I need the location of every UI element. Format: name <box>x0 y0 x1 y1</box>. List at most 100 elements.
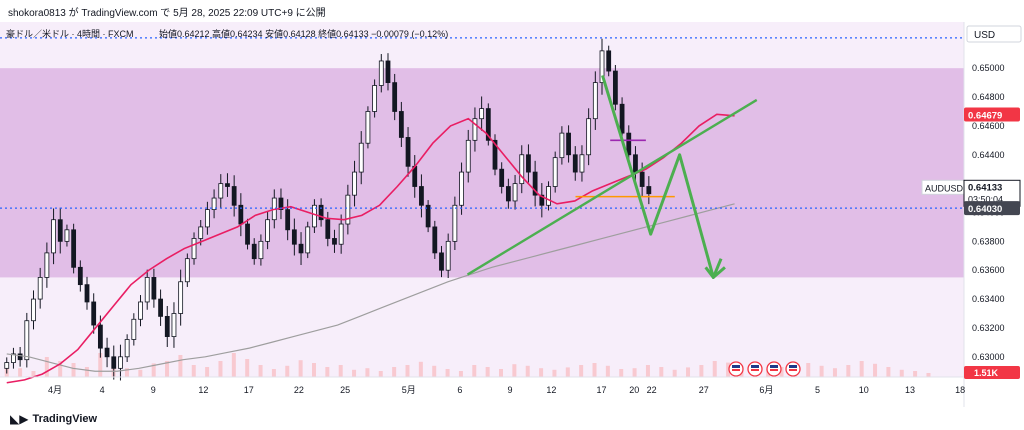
candlestick-chart[interactable]: 0.652000.650000.648000.646000.644000.642… <box>0 22 1024 407</box>
candle-body <box>71 229 77 268</box>
green-trendline <box>466 98 758 276</box>
volume-bar <box>645 365 650 377</box>
chart-area[interactable]: 0.652000.650000.648000.646000.644000.642… <box>0 22 1024 407</box>
forecast-arrow-head <box>704 266 726 279</box>
time-tick-label: 17 <box>597 385 607 395</box>
candle-body <box>465 139 471 173</box>
time-axis-ticks: 4月 4 9 12 17 22 25 5月 6 9 12 17 20 22 27 6月 5 10 13 18 <box>48 385 965 395</box>
candle-body <box>278 197 284 211</box>
forecast-arrow <box>601 74 723 279</box>
candle-body <box>358 142 364 173</box>
candle-body <box>84 284 90 303</box>
candle-body <box>532 171 538 196</box>
volume-bar <box>726 362 731 377</box>
volume-bar <box>205 367 210 377</box>
time-tick-label: 22 <box>647 385 657 395</box>
svg-text:0.64679: 0.64679 <box>968 111 1002 122</box>
svg-text:0.64133: 0.64133 <box>968 182 1002 193</box>
time-tick-label: 6月 <box>759 385 773 395</box>
candle-body <box>419 186 424 206</box>
volume-bar <box>886 367 891 377</box>
volume-bar <box>472 365 477 377</box>
event-flag-icon[interactable] <box>766 361 782 377</box>
volume-bar <box>512 364 517 377</box>
volume-tag: 1.51K <box>964 366 1020 379</box>
volume-bar <box>285 365 290 377</box>
candle-body <box>439 252 444 271</box>
volume-bar <box>619 369 624 377</box>
volume-bar <box>191 365 196 377</box>
candle-body <box>492 139 498 170</box>
volume-bar <box>899 369 904 377</box>
candle-body <box>372 85 378 112</box>
time-tick-label: 5 <box>815 385 820 395</box>
candle-body <box>64 229 70 242</box>
time-tick-label: 5月 <box>402 385 416 395</box>
volume-bar <box>445 369 450 377</box>
footer-logo-text: TradingView <box>32 412 98 425</box>
candle-body <box>198 226 204 239</box>
volume-bar <box>418 361 423 377</box>
svg-text:1.51K: 1.51K <box>974 368 999 378</box>
candle-body <box>178 281 184 314</box>
svg-text:03:50:04: 03:50:04 <box>968 194 1003 204</box>
time-tick-label: 12 <box>198 385 208 395</box>
price-tick-label: 0.64800 <box>972 92 1005 102</box>
candle-body <box>111 356 117 369</box>
candle-body <box>118 356 123 369</box>
candle-body <box>345 194 351 225</box>
candle-body <box>231 186 237 206</box>
event-icons[interactable] <box>728 361 801 377</box>
candle-body <box>526 154 531 173</box>
volume-bar <box>298 360 303 377</box>
volume-bar <box>271 369 276 377</box>
footer: ◣▶ TradingView <box>0 407 1024 430</box>
volume-bar <box>579 365 584 377</box>
candle-body <box>519 154 525 185</box>
candle-body <box>405 137 411 167</box>
event-flag-icon[interactable] <box>785 361 801 377</box>
volume-bar <box>873 363 878 377</box>
candle-body <box>298 243 304 254</box>
volume-bar <box>539 368 544 377</box>
candle-body <box>318 204 324 221</box>
event-flag-icon[interactable] <box>747 361 763 377</box>
volume-bar <box>592 363 597 377</box>
candle-body <box>512 183 518 202</box>
candle-body <box>499 168 505 187</box>
time-tick-label: 22 <box>294 385 304 395</box>
volume-bar <box>352 369 357 377</box>
volume-bar <box>819 365 824 377</box>
volume-bar <box>565 367 570 377</box>
candle-body <box>51 219 56 254</box>
candle-body <box>11 353 16 363</box>
price-tick-label: 0.63600 <box>972 265 1005 275</box>
currency-label[interactable]: USD <box>966 25 1022 43</box>
time-tick-label: 10 <box>859 385 869 395</box>
candle-body <box>225 183 230 187</box>
event-flag-icon[interactable] <box>728 361 744 377</box>
price-tick-label: 0.63800 <box>972 236 1005 246</box>
candle-body <box>592 82 598 120</box>
candle-body <box>17 353 23 361</box>
volume-bar <box>699 365 704 377</box>
candle-body <box>505 186 511 202</box>
volume-bar <box>84 367 89 377</box>
volume-bar <box>58 361 63 377</box>
candle-body <box>124 339 130 358</box>
volume-bar <box>44 357 49 377</box>
volume-bar <box>686 367 691 377</box>
time-tick-label: 25 <box>340 385 350 395</box>
price-tick-label: 0.63400 <box>972 294 1005 304</box>
candle-body <box>285 209 291 231</box>
candle-body <box>258 240 264 260</box>
time-tick-label: 17 <box>244 385 254 395</box>
candle-body <box>91 301 97 326</box>
volume-bar <box>31 371 36 377</box>
candle-body <box>291 229 297 245</box>
volume-bar <box>151 363 156 377</box>
volume-bar <box>231 353 236 377</box>
volume-bar <box>499 369 504 377</box>
candle-body <box>612 70 618 105</box>
candle-body <box>626 132 632 156</box>
